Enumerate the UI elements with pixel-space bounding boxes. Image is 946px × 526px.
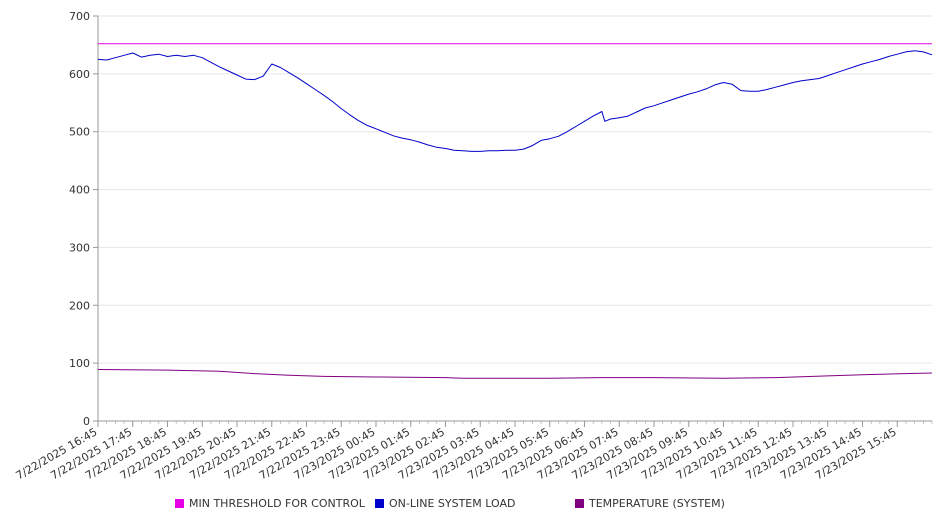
y-tick-label: 0 <box>83 415 90 428</box>
y-tick-label: 400 <box>69 184 90 197</box>
legend-item-temperature[interactable]: TEMPERATURE (SYSTEM) <box>575 497 725 510</box>
legend: MIN THRESHOLD FOR CONTROL ON-LINE SYSTEM… <box>0 497 946 515</box>
legend-swatch-system-load <box>375 499 384 508</box>
legend-label-temperature: TEMPERATURE (SYSTEM) <box>589 497 725 510</box>
series-lines <box>97 43 933 379</box>
y-tick-label: 100 <box>69 357 90 370</box>
legend-label-threshold: MIN THRESHOLD FOR CONTROL <box>189 497 365 510</box>
legend-swatch-threshold <box>175 499 184 508</box>
temperature-line <box>97 369 933 379</box>
legend-item-system-load[interactable]: ON-LINE SYSTEM LOAD <box>375 497 515 510</box>
y-tick-label: 600 <box>69 68 90 81</box>
gridlines <box>98 15 932 364</box>
y-tick-label: 300 <box>69 241 90 254</box>
y-tick-label: 500 <box>69 126 90 139</box>
y-tick-label: 700 <box>69 10 90 23</box>
legend-label-system-load: ON-LINE SYSTEM LOAD <box>389 497 516 510</box>
y-axis: 0 100 200 300 400 500 600 700 <box>69 10 99 428</box>
system-load-line <box>97 50 933 152</box>
legend-item-threshold[interactable]: MIN THRESHOLD FOR CONTROL <box>175 497 365 510</box>
legend-swatch-temperature <box>575 499 584 508</box>
y-tick-label: 200 <box>69 299 90 312</box>
x-axis: 7/22/2025 16:457/22/2025 17:457/22/2025 … <box>14 420 933 482</box>
